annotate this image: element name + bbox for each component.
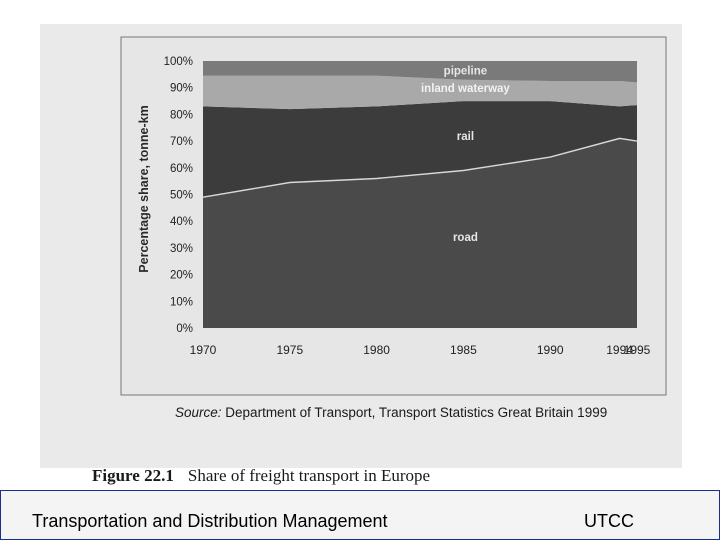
y-axis-label: Percentage share, tonne-km xyxy=(137,105,151,272)
scanned-figure-page: road rail inland waterway pipeline 0% 10% 20%… xyxy=(40,24,682,485)
source-text: Department of Transport, Transport Stati… xyxy=(225,405,608,420)
figure-caption: Figure 22.1 Share of freight transport in… xyxy=(92,466,430,486)
slide-footer: Transportation and Distribution Manageme… xyxy=(0,490,720,540)
series-label-inland-waterway: inland waterway xyxy=(421,83,510,95)
y-tick-label: 90% xyxy=(170,83,193,95)
series-label-rail: rail xyxy=(457,131,474,143)
x-tick-label: 1980 xyxy=(363,343,390,357)
x-tick-label: 1990 xyxy=(537,343,564,357)
freight-share-chart: road rail inland waterway pipeline 0% 10% 20%… xyxy=(120,36,667,396)
y-tick-label: 80% xyxy=(170,109,193,121)
area-road xyxy=(203,138,637,328)
y-tick-label: 30% xyxy=(170,243,193,255)
figure-number: Figure 22.1 xyxy=(92,466,174,485)
area-rail xyxy=(203,101,637,198)
area-pipeline xyxy=(203,61,637,83)
y-tick-label: 20% xyxy=(170,270,193,282)
area-inland-waterway xyxy=(203,75,637,110)
x-tick-label: 1985 xyxy=(450,343,477,357)
series-label-pipeline: pipeline xyxy=(444,65,487,77)
x-tick-label: 1994 xyxy=(606,343,633,357)
source-label: Source: xyxy=(175,405,222,420)
source-note: Source: Department of Transport, Transpo… xyxy=(175,405,607,420)
y-tick-label: 70% xyxy=(170,136,193,148)
x-tick-label: 1975 xyxy=(276,343,303,357)
x-tick-label: 1970 xyxy=(190,343,217,357)
y-tick-label: 50% xyxy=(170,190,193,202)
y-tick-label: 40% xyxy=(170,216,193,228)
footer-course-title: Transportation and Distribution Manageme… xyxy=(32,511,388,531)
road-rail-boundary-line xyxy=(202,137,638,198)
y-tick-labels-group: 0% 10% 20% 30% 40% 50% 60% 70% 80% 90% 100% xyxy=(164,56,193,335)
series-labels-group: road rail inland waterway pipeline xyxy=(421,65,510,244)
series-label-road: road xyxy=(453,232,478,244)
y-tick-label: 60% xyxy=(170,163,193,175)
figure-caption-text: Share of freight transport in Europe xyxy=(187,466,431,485)
y-tick-label: 0% xyxy=(176,323,193,335)
x-tick-label: 1995 xyxy=(624,343,651,357)
footer-organization: UTCC xyxy=(584,511,634,531)
y-tick-label: 10% xyxy=(170,296,193,308)
area-series-group xyxy=(202,61,638,328)
y-tick-label: 100% xyxy=(164,56,193,68)
